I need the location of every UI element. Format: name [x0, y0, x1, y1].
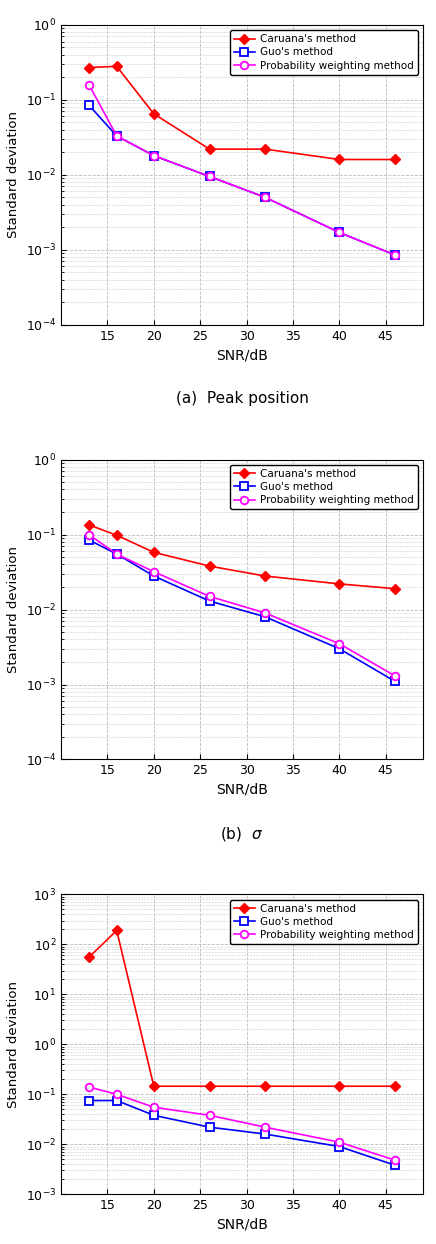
Y-axis label: Standard deviation: Standard deviation	[7, 980, 20, 1108]
Line: Caruana's method: Caruana's method	[85, 63, 399, 163]
X-axis label: SNR/dB: SNR/dB	[216, 348, 268, 362]
Caruana's method	[392, 152, 398, 167]
Line: Guo's method: Guo's method	[85, 1097, 399, 1169]
Caruana's method	[392, 581, 398, 596]
Caruana's method	[86, 518, 92, 532]
Caruana's method	[207, 559, 212, 573]
Caruana's method	[151, 545, 157, 560]
Probability weighting method	[337, 636, 342, 651]
Probability weighting method	[151, 565, 157, 580]
Probability weighting method	[262, 606, 268, 621]
Probability weighting method	[392, 668, 398, 683]
Caruana's method	[392, 1079, 398, 1093]
Guo's method	[262, 610, 268, 624]
Probability weighting method	[262, 190, 268, 205]
Probability weighting method	[207, 169, 212, 184]
Line: Probability weighting method: Probability weighting method	[85, 1084, 399, 1164]
Caruana's method	[337, 1079, 342, 1093]
Probability weighting method	[86, 77, 92, 92]
Text: (a)  Peak position: (a) Peak position	[176, 391, 308, 406]
Probability weighting method	[151, 1100, 157, 1115]
Guo's method	[207, 169, 212, 184]
Probability weighting method	[86, 527, 92, 542]
Caruana's method	[207, 142, 212, 157]
Caruana's method	[114, 58, 119, 73]
Caruana's method	[114, 527, 119, 542]
Guo's method	[86, 1093, 92, 1108]
Guo's method	[86, 532, 92, 547]
Text: (b)  $\sigma$: (b) $\sigma$	[220, 826, 264, 843]
Probability weighting method	[207, 588, 212, 603]
Probability weighting method	[114, 128, 119, 143]
Probability weighting method	[114, 1087, 119, 1102]
Caruana's method	[337, 576, 342, 591]
Line: Guo's method: Guo's method	[85, 536, 399, 685]
Probability weighting method	[337, 225, 342, 240]
Guo's method	[151, 148, 157, 163]
X-axis label: SNR/dB: SNR/dB	[216, 1218, 268, 1232]
Line: Probability weighting method: Probability weighting method	[85, 531, 399, 679]
Probability weighting method	[151, 148, 157, 163]
Legend: Caruana's method, Guo's method, Probability weighting method: Caruana's method, Guo's method, Probabil…	[230, 30, 418, 75]
Legend: Caruana's method, Guo's method, Probability weighting method: Caruana's method, Guo's method, Probabil…	[230, 465, 418, 510]
Line: Caruana's method: Caruana's method	[85, 521, 399, 592]
Caruana's method	[337, 152, 342, 167]
Guo's method	[114, 546, 119, 561]
Guo's method	[151, 1108, 157, 1123]
Guo's method	[86, 98, 92, 113]
Guo's method	[337, 642, 342, 657]
Guo's method	[207, 1120, 212, 1135]
Probability weighting method	[392, 248, 398, 262]
Caruana's method	[262, 569, 268, 583]
Caruana's method	[262, 1079, 268, 1093]
Guo's method	[207, 593, 212, 608]
Caruana's method	[151, 1079, 157, 1093]
Guo's method	[262, 1127, 268, 1142]
Probability weighting method	[207, 1108, 212, 1123]
Caruana's method	[114, 923, 119, 938]
Probability weighting method	[86, 1080, 92, 1095]
Caruana's method	[86, 60, 92, 75]
Line: Caruana's method: Caruana's method	[85, 927, 399, 1090]
Guo's method	[392, 1158, 398, 1173]
Guo's method	[114, 128, 119, 143]
Probability weighting method	[114, 546, 119, 561]
Y-axis label: Standard deviation: Standard deviation	[7, 546, 20, 673]
Guo's method	[114, 1093, 119, 1108]
Guo's method	[392, 248, 398, 262]
X-axis label: SNR/dB: SNR/dB	[216, 782, 268, 797]
Probability weighting method	[337, 1135, 342, 1149]
Guo's method	[151, 569, 157, 583]
Guo's method	[392, 674, 398, 689]
Caruana's method	[207, 1079, 212, 1093]
Guo's method	[337, 1140, 342, 1154]
Guo's method	[262, 190, 268, 205]
Caruana's method	[262, 142, 268, 157]
Caruana's method	[86, 950, 92, 965]
Line: Guo's method: Guo's method	[85, 101, 399, 259]
Probability weighting method	[262, 1120, 268, 1135]
Y-axis label: Standard deviation: Standard deviation	[7, 111, 20, 239]
Line: Probability weighting method: Probability weighting method	[85, 81, 399, 259]
Probability weighting method	[392, 1153, 398, 1168]
Caruana's method	[151, 107, 157, 122]
Guo's method	[337, 225, 342, 240]
Legend: Caruana's method, Guo's method, Probability weighting method: Caruana's method, Guo's method, Probabil…	[230, 899, 418, 944]
